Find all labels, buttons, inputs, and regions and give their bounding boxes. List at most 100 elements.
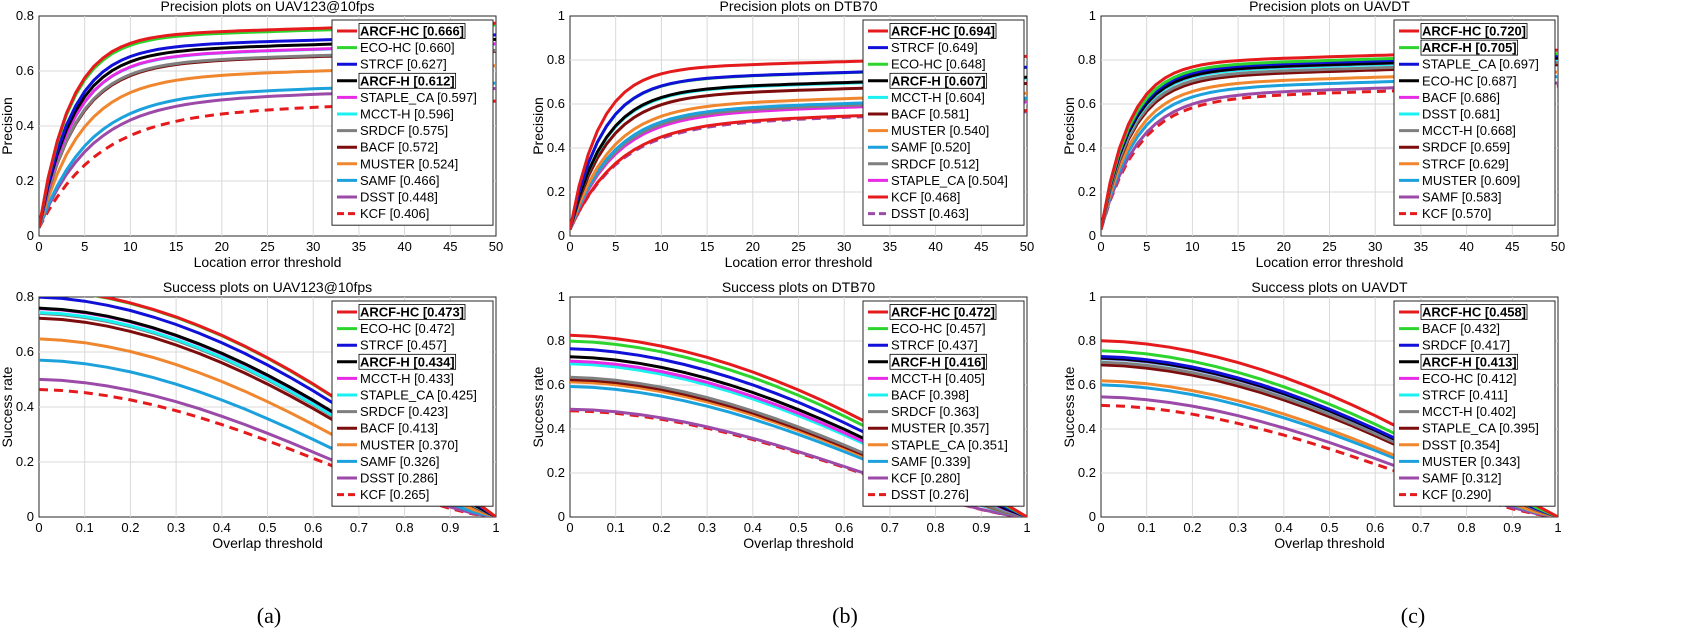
y-tick-label: 0 [558,228,565,243]
legend-entry: MUSTER [0.343] [1422,454,1520,469]
legend-entry: ARCF-HC [0.694] [891,24,995,39]
x-tick-label: 35 [352,239,366,254]
x-tick-label: 50 [1551,239,1565,254]
legend-entry: KCF [0.468] [891,190,960,205]
legend-entry: ARCF-HC [0.458] [1422,305,1526,320]
x-tick-label: 35 [1414,239,1428,254]
x-tick-label: 0.4 [213,520,231,535]
x-tick-label: 45 [1505,239,1519,254]
legend-highlight-box [358,353,457,370]
y-axis-label: Precision [0,97,15,155]
x-tick-label: 5 [81,239,88,254]
legend-entry: ARCF-HC [0.720] [1422,24,1526,39]
legend-highlight-box [358,72,457,89]
x-tick-label: 45 [443,239,457,254]
x-tick-label: 0.6 [835,520,853,535]
legend-entry: STAPLE_CA [0.425] [360,388,477,403]
x-tick-label: 0.2 [121,520,139,535]
legend-entry: STAPLE_CA [0.597] [360,90,477,105]
x-tick-label: 0.8 [927,520,945,535]
legend-entry: MCCT-H [0.433] [360,371,454,386]
legend-highlight-box [1420,23,1528,39]
legend-entry: MCCT-H [0.405] [891,371,985,386]
chart-title: Precision plots on DTB70 [720,0,878,14]
legend-entry: ARCF-H [0.705] [1422,40,1517,55]
y-tick-label: 0.4 [547,140,565,155]
legend-entry: STRCF [0.649] [891,40,978,55]
y-axis-label: Precision [530,97,546,155]
legend-entry: SRDCF [0.363] [891,404,979,419]
y-tick-label: 0.6 [547,377,565,392]
x-tick-label: 20 [1277,239,1291,254]
legend-entry: STAPLE_CA [0.351] [891,437,1008,452]
y-tick-label: 0.2 [16,173,34,188]
x-tick-label: 15 [169,239,183,254]
y-tick-label: 0.6 [16,344,34,359]
x-axis-label: Location error threshold [194,254,342,270]
legend-highlight-box [1420,353,1519,370]
x-tick-label: 25 [791,239,805,254]
x-axis-label: Location error threshold [1256,254,1404,270]
legend-entry: STAPLE_CA [0.395] [1422,421,1539,436]
legend-entry: BACF [0.432] [1422,321,1500,336]
chart-succ-uavdt: 0 0.1 0.2 0.3 0.4 0.5 0.6 0.7 0.8 0.9 1 0 0.2 0.4 0.6 0… [1061,279,1562,551]
x-tick-label: 5 [612,239,619,254]
x-tick-label: 0.2 [1183,520,1201,535]
x-tick-label: 1 [1023,520,1030,535]
legend-entry: KCF [0.280] [891,471,960,486]
legend-entry: DSST [0.354] [1422,437,1500,452]
chart-title: Success plots on UAVDT [1251,279,1408,295]
x-tick-label: 10 [1185,239,1199,254]
y-axis-label: Success rate [0,366,15,447]
y-tick-label: 0.6 [16,63,34,78]
y-tick-label: 0.4 [1078,140,1096,155]
y-tick-label: 0.2 [547,465,565,480]
y-tick-label: 1 [1089,289,1096,304]
legend-entry: STRCF [0.627] [360,57,447,72]
legend-entry: BACF [0.413] [360,421,438,436]
legend-entry: DSST [0.286] [360,471,438,486]
legend-entry: KCF [0.406] [360,206,429,221]
y-tick-label: 0 [1089,509,1096,524]
y-tick-label: 0.8 [16,8,34,23]
legend-entry: STAPLE_CA [0.697] [1422,57,1539,72]
legend-entry: MUSTER [0.524] [360,156,458,171]
x-tick-label: 0.4 [744,520,762,535]
x-tick-label: 0 [566,239,573,254]
legend-entry: ECO-HC [0.648] [891,57,986,72]
x-tick-label: 10 [654,239,668,254]
x-tick-label: 25 [260,239,274,254]
y-tick-label: 1 [558,8,565,23]
legend-entry: DSST [0.463] [891,206,969,221]
x-tick-label: 0.3 [167,520,185,535]
legend-highlight-box [1420,39,1519,56]
chart-prec-uav123: 0 5 10 15 20 25 30 35 40 45 50 0 0.2 0.4 0.6 0.8 Precisi… [0,0,503,270]
legend-entry: KCF [0.265] [360,487,429,502]
x-tick-label: 0 [35,239,42,254]
legend-highlight-box [1420,304,1528,320]
x-tick-label: 25 [1322,239,1336,254]
x-tick-label: 0 [35,520,42,535]
x-tick-label: 30 [306,239,320,254]
legend-entry: DSST [0.276] [891,487,969,502]
y-tick-label: 0.4 [16,118,34,133]
legend-entry: ARCF-H [0.416] [891,354,986,369]
x-tick-label: 40 [1459,239,1473,254]
x-tick-label: 35 [883,239,897,254]
legend-entry: SRDCF [0.417] [1422,338,1510,353]
legend-entry: MCCT-H [0.596] [360,107,454,122]
y-tick-label: 0.2 [1078,465,1096,480]
legend-highlight-box [889,23,997,39]
legend-entry: SRDCF [0.423] [360,404,448,419]
legend-entry: SRDCF [0.659] [1422,140,1510,155]
legend-entry: DSST [0.448] [360,190,438,205]
legend-entry: STRCF [0.629] [1422,156,1509,171]
y-tick-label: 0.4 [547,421,565,436]
legend-entry: DSST [0.681] [1422,107,1500,122]
legend-entry: SAMF [0.312] [1422,471,1501,486]
legend-entry: ECO-HC [0.472] [360,321,455,336]
legend-entry: BACF [0.572] [360,140,438,155]
chart-succ-uav123: 0 0.1 0.2 0.3 0.4 0.5 0.6 0.7 0.8 0.9 1 0 0.2 0.4 0.6 0… [0,279,500,551]
x-tick-label: 0.3 [698,520,716,535]
